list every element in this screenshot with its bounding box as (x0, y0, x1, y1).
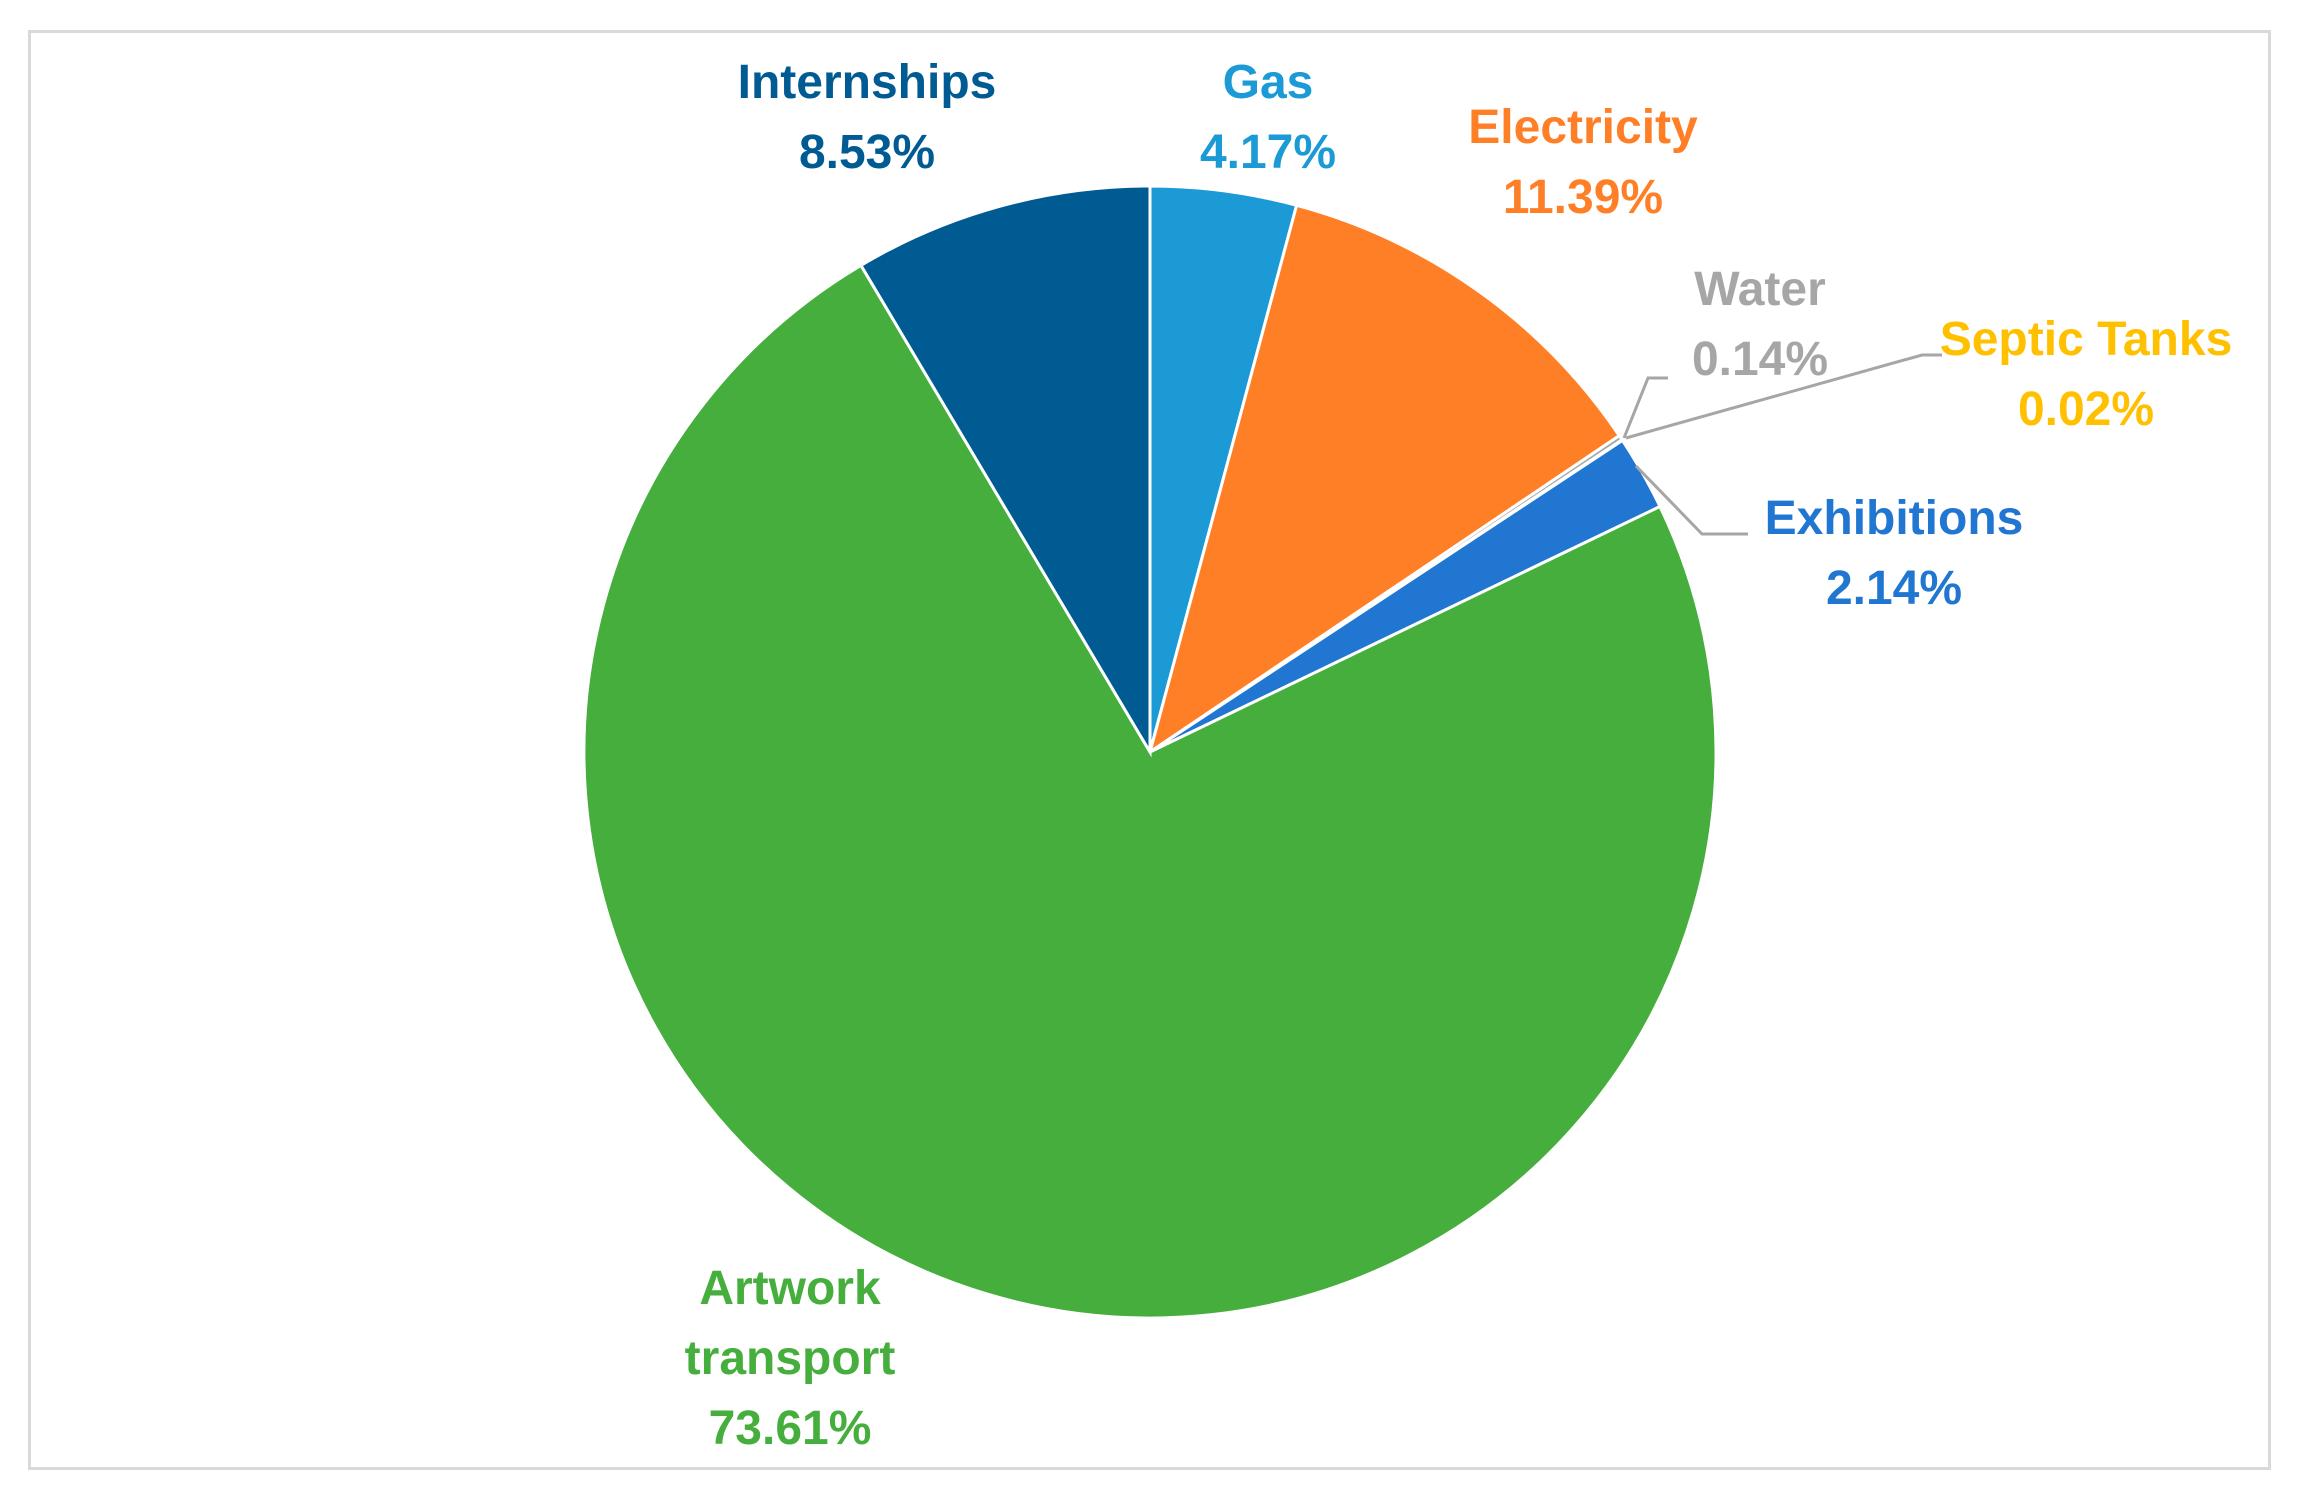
label-name-gas: Gas (1223, 56, 1314, 109)
leader-line-septic-tanks (1625, 353, 1942, 440)
pie-slices (582, 184, 1718, 1320)
leader-line-exhibitions (1634, 464, 1748, 536)
label-percent-internships: 8.53% (799, 126, 935, 179)
label-name-artwork-transport: transport (685, 1332, 896, 1385)
slice-electricity (1147, 203, 1622, 756)
label-name-artwork-transport: Artwork (699, 1262, 881, 1315)
label-percent-water: 0.14% (1692, 333, 1828, 386)
slice-labels: Gas 4.17% Electricity 11.39% Water 0.14% Septi… (685, 56, 2233, 1455)
label-name-septic-tanks: Septic Tanks (1940, 313, 2233, 366)
leader-lines (1622, 353, 1942, 536)
leader-line-water (1622, 376, 1668, 439)
label-percent-artwork-transport: 73.61% (709, 1402, 872, 1455)
label-name-electricity: Electricity (1468, 101, 1698, 154)
slice-artwork-transport (582, 263, 1718, 1320)
data-label-gas: Gas 4.17% (1200, 56, 1336, 179)
label-percent-gas: 4.17% (1200, 126, 1336, 179)
label-percent-exhibitions: 2.14% (1826, 562, 1962, 615)
label-name-exhibitions: Exhibitions (1765, 492, 2024, 545)
label-percent-electricity: 11.39% (1503, 171, 1663, 224)
data-label-septic-tanks: Septic Tanks 0.02% (1940, 313, 2233, 436)
data-label-water: Water 0.14% (1692, 263, 1828, 386)
label-name-water: Water (1694, 263, 1826, 316)
data-label-electricity: Electricity 11.39% (1468, 101, 1698, 224)
data-label-exhibitions: Exhibitions 2.14% (1765, 492, 2024, 615)
data-label-internships: Internships 8.53% (738, 56, 997, 179)
label-name-internships: Internships (738, 56, 997, 109)
data-label-artwork-transport: Artwork transport 73.61% (685, 1262, 896, 1455)
label-percent-septic-tanks: 0.02% (2018, 383, 2154, 436)
slice-internships (858, 184, 1152, 758)
